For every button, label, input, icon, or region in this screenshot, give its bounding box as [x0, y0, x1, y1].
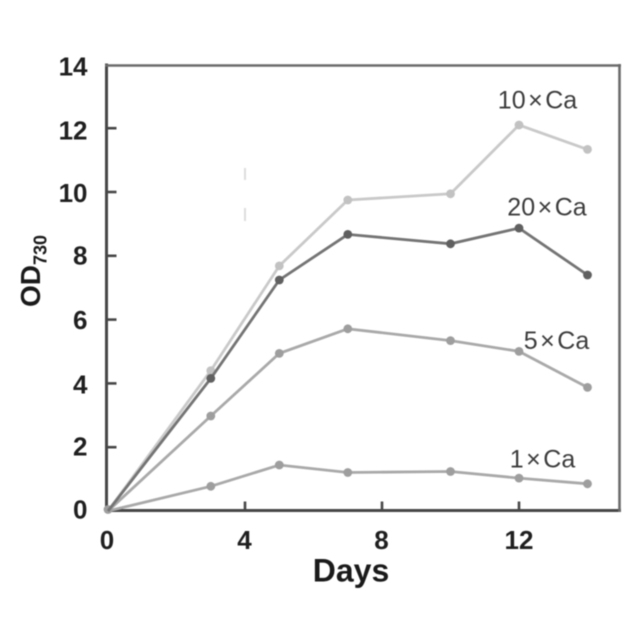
svg-text:0: 0 [100, 525, 114, 555]
svg-text:14: 14 [59, 51, 88, 81]
svg-text:12: 12 [59, 115, 88, 145]
svg-text:4: 4 [237, 525, 252, 555]
svg-text:2: 2 [73, 431, 87, 461]
svg-text:10×Ca: 10 × Ca [498, 87, 577, 115]
svg-text:8: 8 [374, 525, 388, 555]
svg-text:0: 0 [73, 494, 87, 524]
svg-text:Days: Days [313, 553, 390, 589]
svg-text:OD730: OD730 [15, 235, 51, 307]
svg-text:6: 6 [73, 305, 87, 335]
svg-text:5×Ca: 5 × Ca [524, 327, 590, 355]
svg-text:4: 4 [73, 370, 88, 400]
svg-text:12: 12 [505, 525, 534, 555]
svg-text:1×Ca: 1 × Ca [510, 446, 576, 474]
svg-text:20×Ca: 20 × Ca [507, 194, 586, 222]
svg-text:8: 8 [73, 241, 87, 271]
svg-text:10: 10 [59, 178, 88, 208]
